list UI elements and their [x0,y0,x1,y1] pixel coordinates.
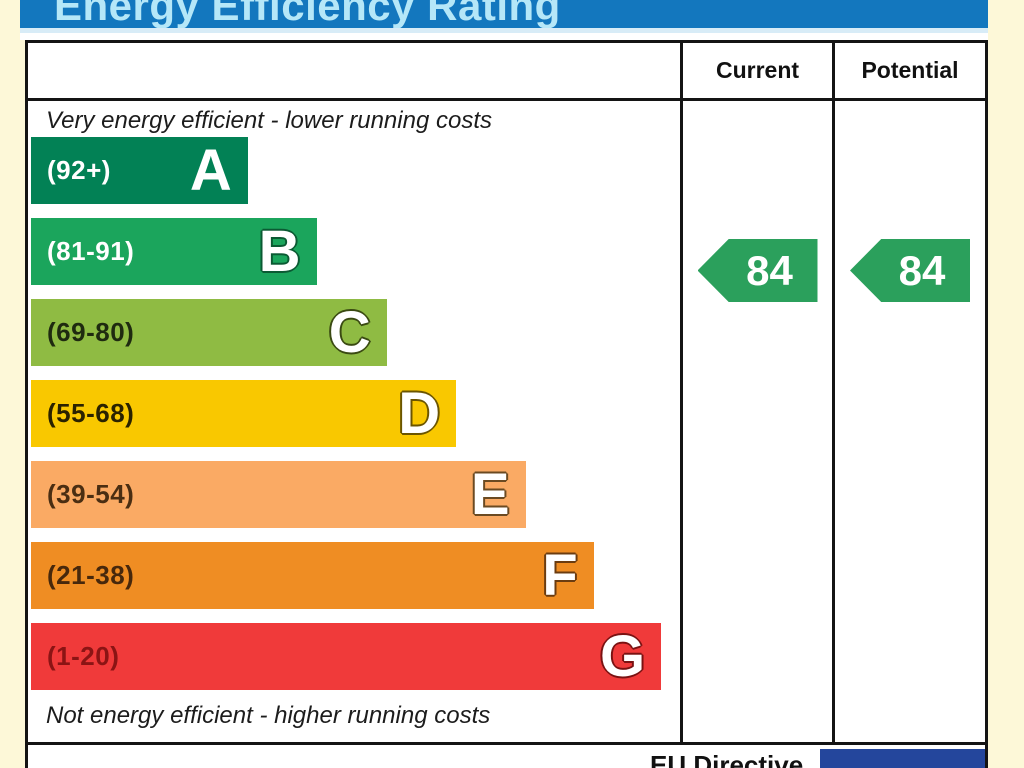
band-f-range: (21-38) [47,560,135,590]
page-title: Energy Efficiency Rating [54,0,561,28]
band-g-range: (1-20) [47,641,120,671]
band-d-range: (55-68) [47,398,135,428]
band-e-letter: E [470,461,510,527]
band-g-letter: G [600,623,646,689]
current-value: 84 [746,246,793,294]
potential-value: 84 [898,246,946,294]
band-d: (55-68) D [31,380,457,447]
current-column: 84 [683,101,835,742]
table-header: Current Potential [28,43,985,101]
band-f: (21-38) F [31,542,594,609]
table-body: Very energy efficient - lower running co… [28,101,985,745]
header-spacer [28,43,683,98]
band-a-range: (92+) [47,155,111,185]
note-very-efficient: Very energy efficient - lower running co… [46,107,492,134]
band-a-letter: A [189,137,232,203]
potential-column: 84 [835,101,985,742]
band-d-letter: D [398,380,441,446]
header-potential: Potential [861,57,959,83]
table-footer: EU Directive [28,745,985,768]
header-current: Current [683,43,835,98]
band-e: (39-54) E [31,461,526,528]
banner-light-strip [20,28,988,33]
band-g: (1-20) G [31,623,662,690]
bands-container: (92+) A (81-91) B (69-80) C (55-68) D [28,137,680,690]
band-c-range: (69-80) [47,317,135,347]
current-arrow: 84 [697,239,818,302]
band-a: (92+) A [31,137,248,204]
note-not-efficient: Not energy efficient - higher running co… [46,702,491,729]
band-b-range: (81-91) [47,236,135,266]
eu-flag-icon [820,749,985,768]
band-c: (69-80) C [31,299,387,366]
band-b: (81-91) B [31,218,317,285]
band-f-letter: F [542,542,578,608]
band-e-range: (39-54) [47,479,135,509]
band-b-letter: B [258,218,301,284]
title-banner: Energy Efficiency Rating [20,0,988,28]
rating-table: Current Potential Very energy efficient … [25,40,988,768]
band-c-letter: C [328,299,371,365]
potential-arrow: 84 [850,239,970,302]
rating-scale: Very energy efficient - lower running co… [28,101,683,742]
eu-directive-label: EU Directive [650,750,804,768]
banner-white-strip [20,33,988,40]
